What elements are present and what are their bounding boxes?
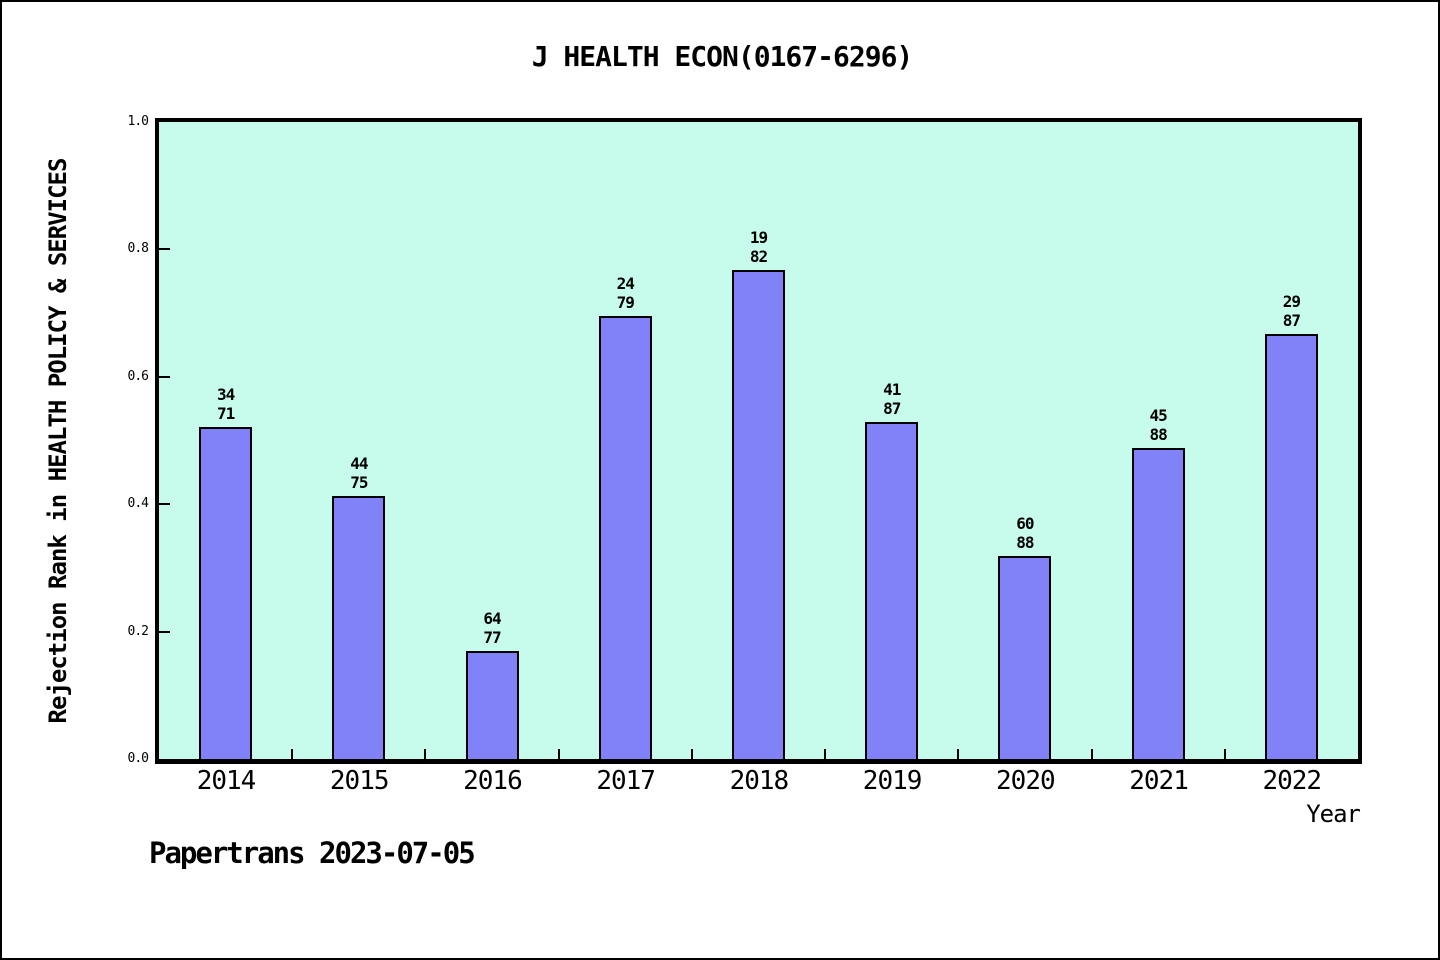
y-axis-tick-mark — [159, 503, 170, 506]
y-tick-label-1.0: 1.0 — [127, 114, 149, 129]
bar-total-value: 75 — [350, 473, 368, 492]
x-tick-label-2016: 2016 — [463, 766, 523, 796]
bar-rank-value: 24 — [616, 274, 635, 293]
y-tick-label-0.4: 0.4 — [127, 496, 149, 512]
x-axis-tick-mark — [957, 749, 960, 759]
bar-2018 — [732, 270, 785, 759]
bar-rank-value: 64 — [483, 609, 501, 628]
bar-2019 — [865, 422, 919, 759]
bar-value-label-2021: 45 88 — [1113, 406, 1203, 444]
bar-2021 — [1131, 448, 1185, 759]
y-tick-label-0.0: 0.0 — [127, 751, 149, 766]
chart-title: J HEALTH ECON(0167-6296) — [531, 40, 914, 73]
y-axis-tick-mark — [159, 248, 170, 251]
bar-total-value: 88 — [1149, 425, 1168, 444]
bar-value-label-2014: 34 71 — [181, 385, 271, 423]
x-tick-label-2021: 2021 — [1129, 766, 1189, 796]
bar-2014 — [199, 427, 253, 759]
y-tick-label-0.8: 0.8 — [127, 241, 149, 257]
bar-value-label-2015: 44 75 — [314, 454, 404, 492]
x-axis-tick-mark — [557, 749, 560, 759]
bar-total-value: 88 — [1016, 533, 1034, 552]
bar-2022 — [1264, 334, 1318, 759]
x-axis-tick-mark — [824, 749, 827, 759]
bar-total-value: 71 — [216, 404, 235, 423]
y-axis-title-text: Rejection Rank in HEALTH POLICY & SERVIC… — [44, 158, 72, 724]
bar-value-label-2019: 41 87 — [847, 380, 937, 418]
x-tick-label-2015: 2015 — [329, 766, 390, 796]
bar-value-label-2022: 29 87 — [1246, 292, 1336, 330]
bar-rank-value: 19 — [749, 228, 768, 247]
bar-value-label-2016: 64 77 — [447, 609, 537, 647]
bar-value-label-2017: 24 79 — [580, 274, 670, 312]
bar-total-value: 82 — [749, 247, 768, 266]
bar-value-label-2018: 19 82 — [714, 228, 804, 266]
bar-total-value: 87 — [1282, 311, 1301, 330]
bar-2017 — [598, 316, 652, 759]
bar-total-value: 87 — [883, 399, 901, 418]
x-axis-tick-mark — [1090, 749, 1093, 759]
x-tick-label-2022: 2022 — [1262, 766, 1322, 796]
footer-watermark: Papertrans 2023-07-05 — [149, 836, 476, 870]
bar-rank-value: 29 — [1282, 292, 1301, 311]
y-tick-label-0.6: 0.6 — [127, 368, 149, 384]
y-axis-tick-mark — [159, 630, 170, 633]
y-tick-label-0.2: 0.2 — [127, 623, 149, 639]
y-axis-tick-mark — [159, 375, 170, 378]
bar-rank-value: 41 — [883, 380, 901, 399]
x-axis-tick-mark — [291, 749, 294, 759]
bar-rank-value: 34 — [216, 385, 235, 404]
bar-rank-value: 60 — [1016, 514, 1034, 533]
bar-2016 — [465, 651, 519, 759]
bar-2015 — [332, 496, 386, 759]
x-tick-label-2014: 2014 — [196, 766, 257, 796]
bar-total-value: 79 — [616, 293, 635, 312]
x-tick-label-2017: 2017 — [596, 766, 656, 796]
x-axis-title: Year — [1306, 800, 1361, 828]
bar-rank-value: 45 — [1149, 406, 1168, 425]
x-tick-label-2018: 2018 — [729, 766, 790, 796]
x-axis-tick-mark — [1223, 749, 1226, 759]
bar-total-value: 77 — [483, 628, 501, 647]
x-tick-label-2019: 2019 — [862, 766, 923, 796]
x-axis-tick-mark — [690, 749, 693, 759]
x-tick-label-2020: 2020 — [996, 766, 1056, 796]
bar-rank-value: 44 — [350, 454, 368, 473]
bar-value-label-2020: 60 88 — [980, 514, 1070, 552]
bar-2020 — [998, 556, 1052, 759]
x-axis-tick-mark — [424, 749, 427, 759]
plot-area: 34 71 44 75 64 77 24 79 19 82 41 87 60 88 45 88 29 87 — [155, 118, 1362, 764]
